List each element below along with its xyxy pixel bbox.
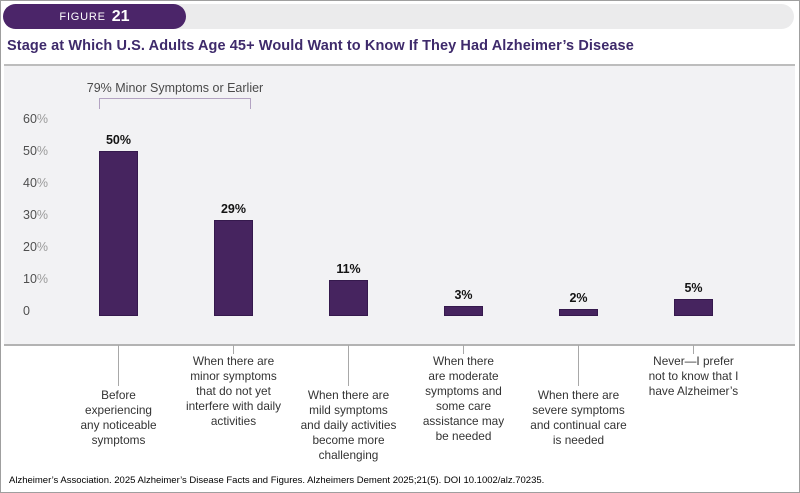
category-label: When there are mild symptoms and daily a… [300, 388, 397, 462]
category-label: Never—I prefer not to know that I have A… [648, 354, 739, 398]
chart-title: Stage at Which U.S. Adults Age 45+ Would… [7, 38, 634, 54]
leader-line [693, 345, 694, 354]
category-label: When there are severe symptoms and conti… [530, 388, 627, 447]
bar-value-label: 2% [569, 291, 588, 305]
footer-citation: Alzheimer’s Association. 2025 Alzheimer’… [9, 475, 545, 486]
annotation-79-label: 79% Minor Symptoms or Earlier [86, 81, 264, 95]
bar [214, 220, 253, 316]
figure-badge-label: FIGURE [59, 10, 106, 23]
bar-value-label: 29% [220, 202, 247, 216]
leader-line [578, 345, 579, 386]
y-axis-tick: 20% [23, 240, 49, 254]
leader-line [463, 345, 464, 354]
leader-line [233, 345, 234, 354]
y-axis-tick: 30% [23, 208, 49, 222]
y-axis-tick: 60% [23, 112, 49, 126]
leader-line [118, 345, 119, 386]
leader-line [348, 345, 349, 386]
annotation-bracket [99, 98, 251, 109]
bar-value-label: 50% [105, 133, 132, 147]
y-axis-tick: 0 [23, 304, 30, 318]
y-axis-tick: 40% [23, 176, 49, 190]
figure-badge: FIGURE 21 [3, 4, 186, 29]
bar [559, 309, 598, 316]
bar [329, 280, 368, 316]
y-axis-tick: 50% [23, 144, 49, 158]
bar-value-label: 11% [336, 262, 361, 276]
category-label: Before experiencing any noticeable sympt… [80, 388, 157, 447]
bar [99, 151, 138, 316]
category-label: When there are minor symptoms that do no… [185, 354, 282, 428]
category-label: When there are moderate symptoms and som… [422, 354, 505, 443]
figure-badge-number: 21 [111, 7, 130, 25]
bar [444, 306, 483, 316]
bar-value-label: 3% [454, 288, 473, 302]
bar [674, 299, 713, 316]
y-axis-tick: 10% [23, 272, 49, 286]
bar-value-label: 5% [684, 281, 703, 295]
